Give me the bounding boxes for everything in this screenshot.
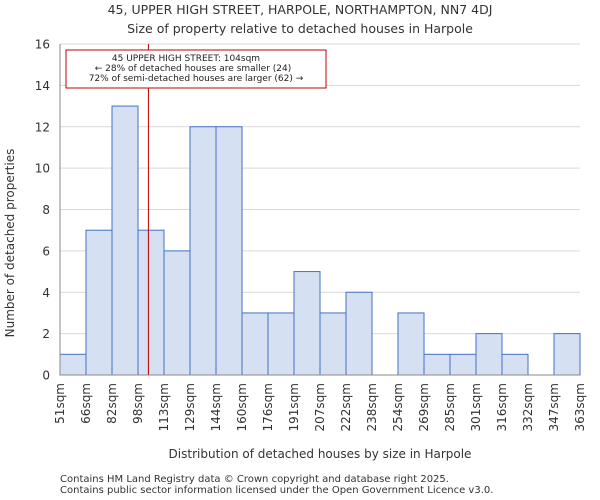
bar-176sqm bbox=[267, 312, 295, 376]
annotation-line1: 45 UPPER HIGH STREET: 104sqm bbox=[112, 54, 260, 64]
annotation-line2: ← 28% of detached houses are smaller (24… bbox=[95, 64, 292, 74]
annotation-box bbox=[65, 49, 327, 89]
bar-207sqm bbox=[319, 312, 347, 376]
x-tick-label-51sqm: 51sqm bbox=[53, 383, 67, 424]
bar-269sqm bbox=[423, 353, 451, 376]
x-tick-label-98sqm: 98sqm bbox=[131, 383, 145, 424]
bar-144sqm bbox=[215, 126, 243, 376]
bars-group bbox=[59, 105, 581, 376]
bar-191sqm bbox=[293, 271, 321, 376]
y-tick-label-12: 12 bbox=[35, 120, 50, 134]
y-tick-label-10: 10 bbox=[35, 162, 50, 176]
bar-98sqm bbox=[137, 229, 165, 376]
bar-301sqm bbox=[475, 333, 503, 376]
chart-title-line2: Size of property relative to detached ho… bbox=[127, 21, 473, 36]
bar-82sqm bbox=[111, 105, 139, 376]
x-tick-label-160sqm: 160sqm bbox=[235, 383, 249, 431]
x-tick-label-254sqm: 254sqm bbox=[391, 383, 405, 431]
x-axis-label: Distribution of detached houses by size … bbox=[169, 447, 472, 461]
y-tick-label-8: 8 bbox=[42, 203, 50, 217]
x-tick-label-66sqm: 66sqm bbox=[79, 383, 93, 424]
y-tick-label-0: 0 bbox=[42, 369, 50, 383]
y-tick-label-2: 2 bbox=[42, 327, 50, 341]
x-tick-label-316sqm: 316sqm bbox=[495, 383, 509, 431]
bar-113sqm bbox=[163, 250, 191, 376]
x-tick-label-129sqm: 129sqm bbox=[183, 383, 197, 431]
x-tick-label-285sqm: 285sqm bbox=[443, 383, 457, 431]
bar-129sqm bbox=[189, 126, 217, 376]
bar-160sqm bbox=[241, 312, 269, 376]
chart-title-line1: 45, UPPER HIGH STREET, HARPOLE, NORTHAMP… bbox=[108, 2, 493, 17]
x-tick-label-332sqm: 332sqm bbox=[521, 383, 535, 431]
x-tick-label-363sqm: 363sqm bbox=[573, 383, 587, 431]
annotation-line3: 72% of semi-detached houses are larger (… bbox=[89, 74, 304, 84]
x-tick-label-347sqm: 347sqm bbox=[547, 383, 561, 431]
x-tick-labels: 51sqm 66sqm 82sqm 98sqm 113sqm 129sqm 144sqm 16… bbox=[53, 383, 587, 431]
bar-254sqm bbox=[397, 312, 425, 376]
y-tick-label-6: 6 bbox=[42, 244, 50, 258]
footer-line1: Contains HM Land Registry data © Crown c… bbox=[60, 474, 449, 485]
y-tick-label-4: 4 bbox=[42, 286, 50, 300]
y-tick-labels: 0 2 4 6 8 10 12 14 16 bbox=[35, 38, 50, 383]
y-tick-label-16: 16 bbox=[35, 38, 50, 52]
bar-66sqm bbox=[85, 229, 113, 376]
x-tick-label-191sqm: 191sqm bbox=[287, 383, 301, 431]
footer-line2: Contains public sector information licen… bbox=[60, 485, 494, 496]
bar-316sqm bbox=[501, 353, 529, 376]
x-tick-label-207sqm: 207sqm bbox=[313, 383, 327, 431]
bar-51sqm bbox=[59, 353, 87, 376]
y-tick-label-14: 14 bbox=[35, 79, 50, 93]
x-tick-label-269sqm: 269sqm bbox=[417, 383, 431, 431]
y-axis-label: Number of detached properties bbox=[3, 149, 17, 338]
bar-347sqm bbox=[553, 333, 581, 376]
x-tick-label-144sqm: 144sqm bbox=[209, 383, 223, 431]
bar-285sqm bbox=[449, 353, 477, 376]
x-tick-label-176sqm: 176sqm bbox=[261, 383, 275, 431]
x-tick-label-113sqm: 113sqm bbox=[157, 383, 171, 431]
bar-222sqm bbox=[345, 291, 373, 376]
x-tick-label-82sqm: 82sqm bbox=[105, 383, 119, 424]
x-tick-label-301sqm: 301sqm bbox=[469, 383, 483, 431]
x-tick-label-238sqm: 238sqm bbox=[365, 383, 379, 431]
x-tick-label-222sqm: 222sqm bbox=[339, 383, 353, 431]
